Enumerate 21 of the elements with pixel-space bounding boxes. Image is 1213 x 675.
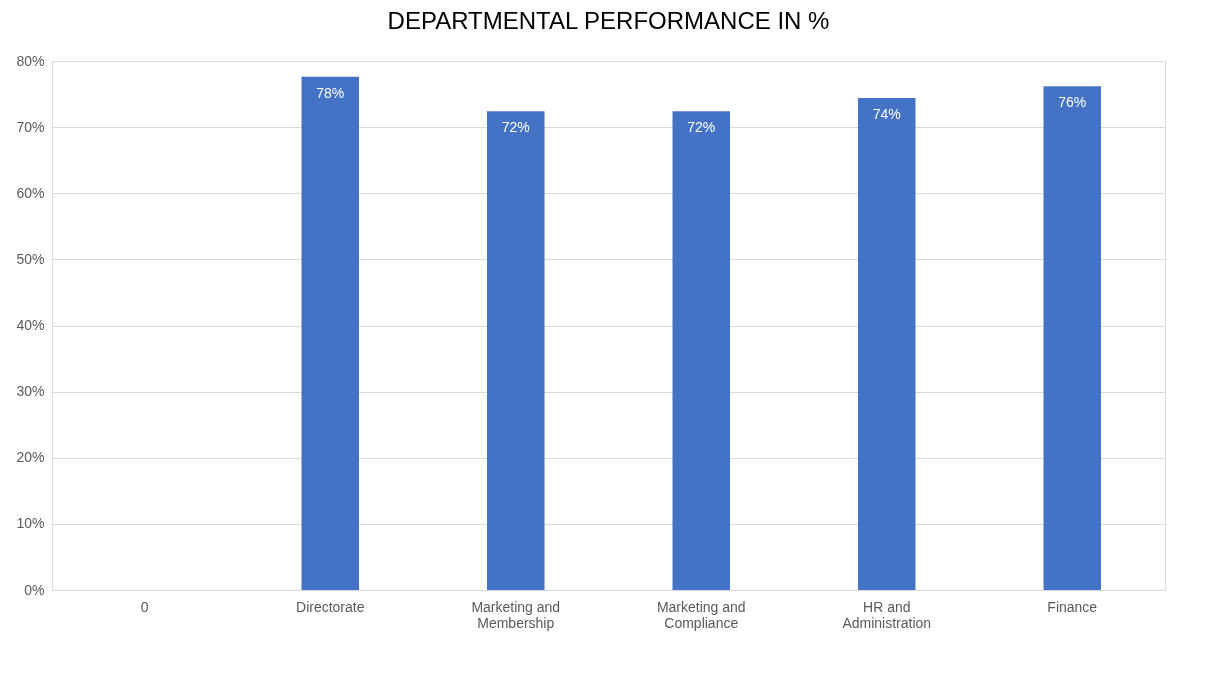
data-label: 78% [316,84,345,101]
data-label: 72% [501,119,530,136]
data-label: 76% [1058,94,1087,111]
x-tick-label: 0 [140,598,149,615]
y-tick-label: 50% [16,250,45,267]
x-tick-label: HR and Administration [842,598,932,631]
y-tick-label: 10% [16,515,45,532]
data-label: 74% [872,106,901,123]
x-tick-label: Finance [1047,598,1098,615]
y-tick-label: 80% [16,52,45,69]
x-tick-label: Directorate [296,598,365,615]
y-tick-label: 70% [16,118,45,135]
y-tick-label: 60% [16,184,45,201]
y-tick-label: 20% [16,449,45,466]
x-tick-label: Marketing and Membership [471,598,561,631]
data-label: 72% [687,119,716,136]
y-tick-label: 40% [16,317,45,333]
y-tick-label: 30% [16,383,45,400]
chart-title: DEPARTMENTAL PERFORMANCE IN % [387,7,830,34]
y-tick-label: 0% [24,581,45,598]
x-tick-label: Marketing and Compliance [656,598,746,631]
